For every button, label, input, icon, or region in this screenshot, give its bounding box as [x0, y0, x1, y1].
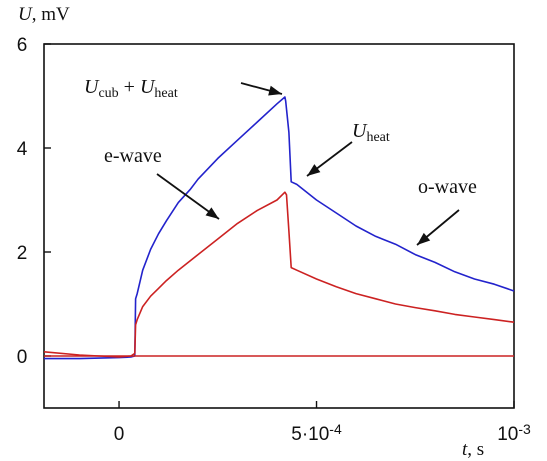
x-axis-unit: , s: [467, 439, 484, 460]
y-ticks: 0 2 4 6: [17, 35, 51, 368]
plot-frame: [43, 43, 515, 409]
annotation-label: e-wave: [104, 145, 162, 167]
annotation-arrowhead: [417, 232, 431, 245]
y-tick-label: 4: [17, 139, 28, 160]
annotation-label: o-wave: [418, 176, 477, 198]
x-tick-label: 10-3: [497, 421, 531, 445]
x-axis-label: t, s: [462, 439, 484, 460]
annotation-arrowhead: [205, 207, 219, 219]
annotation-layer: Ucub + Uheat Uheat e-wave o-wave: [84, 76, 477, 246]
y-tick-label: 2: [17, 243, 28, 264]
x-ticks: 0 5·10-4 10-3: [114, 401, 531, 445]
x-axis-var: t: [462, 439, 468, 460]
series-line-2: [43, 191, 515, 358]
y-axis-label: U, mV: [18, 4, 70, 25]
annotation-arrowhead: [307, 164, 321, 176]
y-tick-label: 6: [17, 35, 28, 56]
annotation-label: Ucub + Uheat: [84, 76, 178, 101]
y-axis-unit: , mV: [32, 4, 70, 25]
x-tick-label: 5·10-4: [291, 421, 342, 445]
series-line-1: [44, 96, 515, 360]
annotation-label: Uheat: [352, 120, 390, 145]
series-layer: [43, 96, 515, 360]
x-tick-label: 0: [114, 424, 125, 445]
annotation-arrowhead: [268, 85, 282, 96]
y-tick-label: 0: [17, 347, 28, 368]
y-axis-var: U: [18, 4, 33, 25]
